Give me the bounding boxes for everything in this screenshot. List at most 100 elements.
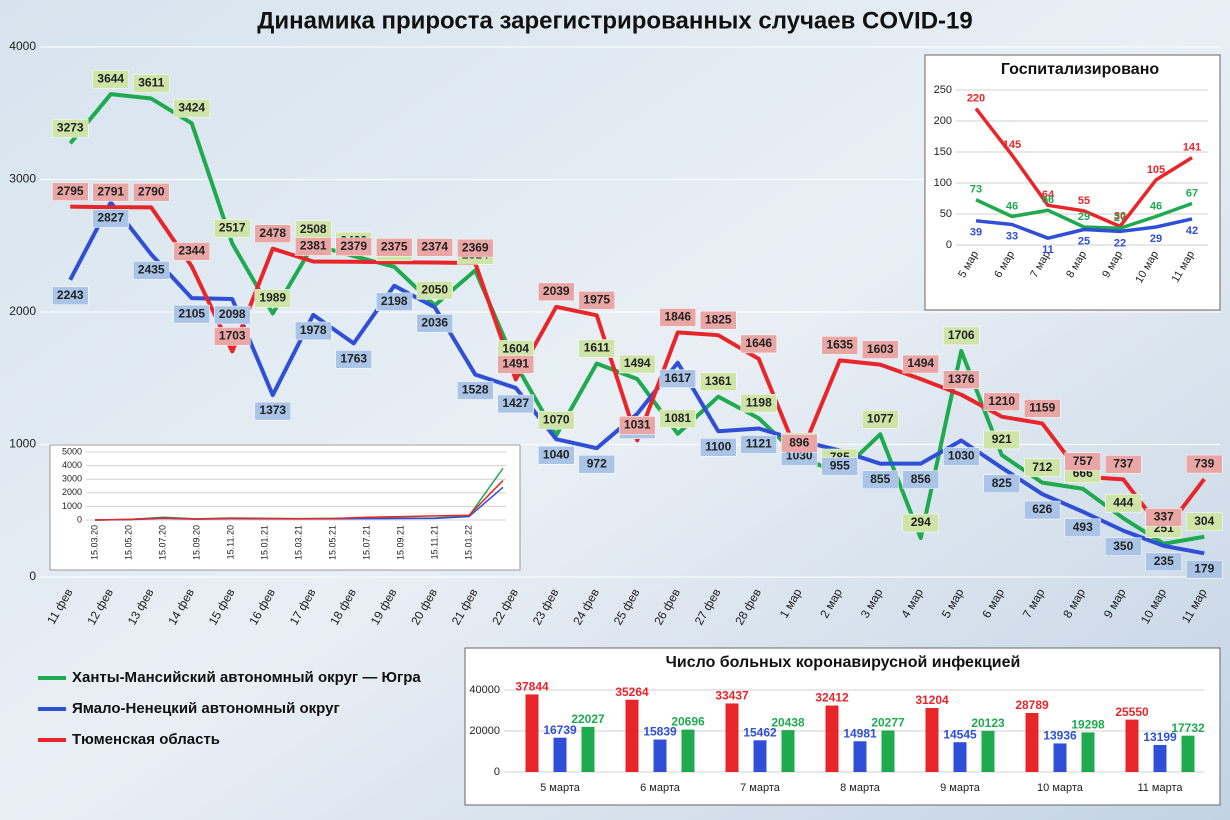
chart-title: Госпитализировано [1001, 61, 1159, 78]
y-tick-label: 100 [934, 177, 952, 189]
value-label-box [52, 119, 89, 138]
bar [881, 730, 895, 772]
y-tick-label: 4000 [9, 39, 36, 53]
value-label-box [538, 410, 575, 430]
value-label: 33 [1006, 230, 1018, 242]
value-label: 2478 [259, 226, 286, 240]
value-label: 67 [1186, 187, 1198, 199]
bar [1081, 732, 1095, 772]
legend-label: Ямало-Ненецкий автономный округ [72, 700, 340, 717]
value-label: 39 [970, 227, 982, 239]
value-label-box [1064, 452, 1101, 471]
value-label: 2435 [138, 263, 165, 277]
value-label-box [335, 350, 372, 369]
x-tick-label: 5 марта [540, 782, 581, 794]
value-label: 2344 [178, 244, 205, 258]
value-label-box [740, 435, 777, 454]
bar [825, 705, 839, 772]
value-label: 42 [1186, 225, 1198, 237]
value-label: 1210 [988, 394, 1015, 408]
legend-label: Ханты-Мансийский автономный округ — Югра [72, 669, 421, 686]
value-label: 64 [1042, 189, 1055, 201]
value-label: 220 [967, 93, 985, 105]
value-label: 2795 [57, 184, 84, 198]
value-label: 712 [1032, 460, 1052, 474]
x-tick-label: 15.11.20 [225, 525, 235, 559]
value-label: 1121 [746, 437, 772, 451]
value-label: 19298 [1071, 718, 1105, 732]
bar [925, 708, 939, 772]
value-label-box [943, 326, 980, 346]
value-label: 896 [789, 435, 809, 449]
bar [553, 737, 567, 772]
value-label: 2036 [421, 315, 448, 329]
x-tick-label: 15.09.21 [395, 525, 405, 560]
bar [1181, 735, 1195, 772]
value-label: 1635 [826, 338, 853, 352]
value-label-box [578, 454, 615, 474]
bar [1153, 744, 1167, 772]
value-label: 1975 [583, 292, 610, 306]
bar [853, 741, 867, 772]
value-label-box [133, 74, 170, 93]
value-label: 1198 [746, 395, 772, 409]
value-label: 3611 [138, 76, 164, 90]
value-label-box [254, 224, 291, 243]
y-tick-label: 40000 [469, 684, 500, 696]
y-tick-label: 1000 [62, 501, 82, 511]
value-label-box [1105, 537, 1142, 556]
value-label: 20277 [871, 716, 905, 730]
value-label: 25550 [1115, 705, 1149, 719]
value-label: 2374 [421, 240, 448, 254]
value-label: 1706 [948, 328, 975, 342]
series-line [70, 204, 1206, 535]
value-label-box [214, 305, 251, 325]
series-line [94, 480, 504, 521]
value-label: 1494 [624, 356, 651, 370]
value-label-box [1024, 399, 1061, 418]
value-label: 739 [1194, 456, 1214, 470]
value-label-box [376, 292, 413, 312]
value-label-box [1186, 512, 1223, 531]
value-label: 179 [1194, 561, 1214, 575]
value-label: 955 [830, 459, 850, 473]
y-tick-label: 250 [934, 84, 952, 96]
bar [1053, 743, 1067, 772]
value-label: 1763 [340, 352, 367, 366]
value-label-box [983, 392, 1020, 411]
value-label: 33437 [715, 689, 749, 703]
x-tick-label: 15.11.21 [429, 525, 439, 559]
value-label-box [133, 183, 170, 202]
value-label: 444 [1113, 495, 1133, 509]
value-label: 1494 [907, 356, 934, 370]
value-label: 2508 [300, 222, 327, 236]
value-label: 757 [1073, 454, 1093, 468]
value-label: 3273 [57, 120, 84, 134]
value-label: 1846 [664, 310, 691, 324]
value-label-box [457, 381, 494, 400]
value-label-box [902, 354, 939, 374]
value-label-box [983, 474, 1020, 493]
value-label: 737 [1113, 457, 1133, 471]
value-label-box [659, 369, 696, 388]
bar-chart: Число больных коронавирусной инфекцией 0 2… [469, 654, 1205, 794]
value-label-box [862, 470, 899, 489]
value-label-box [821, 457, 858, 476]
value-label: 145 [1003, 139, 1021, 151]
value-label-box [133, 261, 170, 280]
value-label: 15462 [743, 725, 777, 739]
value-label: 350 [1113, 539, 1133, 553]
value-label: 1604 [502, 342, 529, 356]
y-tick-label: 1000 [9, 437, 36, 451]
value-label-box [781, 434, 818, 453]
y-tick-label: 200 [934, 115, 952, 127]
value-label-box [1186, 560, 1223, 579]
value-label-box [1105, 455, 1142, 474]
value-label: 22027 [571, 712, 605, 726]
value-label-box [700, 372, 737, 391]
inset-chart: 0 1000 2000 3000 4000 5000 15.03.20 15.05.20 15.… [62, 446, 506, 560]
value-label-box [376, 238, 413, 257]
x-tick-label: 15.03.21 [293, 525, 303, 560]
legend-label: Тюменская область [72, 731, 220, 748]
